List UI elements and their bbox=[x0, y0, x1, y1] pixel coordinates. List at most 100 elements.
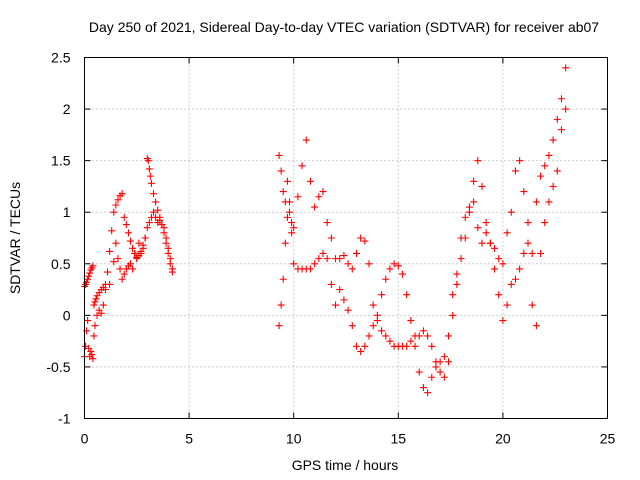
data-point bbox=[511, 167, 519, 175]
data-point bbox=[279, 275, 287, 283]
x-tick-labels: 0 5 10 15 20 25 bbox=[81, 431, 616, 447]
data-point bbox=[373, 317, 381, 325]
data-point bbox=[453, 280, 461, 288]
data-point bbox=[315, 255, 323, 263]
data-point bbox=[133, 255, 141, 263]
data-point bbox=[332, 301, 340, 309]
data-point bbox=[553, 167, 561, 175]
data-point bbox=[319, 188, 327, 196]
x-tick-label: 20 bbox=[495, 431, 511, 447]
x-tick-label: 10 bbox=[286, 431, 302, 447]
y-tick-labels: -1 -0.5 0 0.5 1 1.5 2 2.5 bbox=[46, 50, 70, 427]
data-point bbox=[511, 275, 519, 283]
data-point bbox=[156, 216, 164, 224]
data-point bbox=[141, 234, 149, 242]
data-point bbox=[436, 368, 444, 376]
data-point bbox=[162, 234, 170, 242]
data-point bbox=[275, 151, 283, 159]
data-point bbox=[541, 219, 549, 227]
y-tick-label: 2.5 bbox=[51, 50, 71, 66]
data-point bbox=[114, 255, 122, 263]
data-point bbox=[288, 229, 296, 237]
data-point bbox=[453, 270, 461, 278]
data-point bbox=[152, 213, 160, 221]
data-point bbox=[357, 347, 365, 355]
data-point bbox=[127, 260, 135, 268]
data-point bbox=[394, 262, 402, 270]
data-point bbox=[283, 213, 291, 221]
data-point bbox=[562, 64, 570, 72]
data-point bbox=[118, 275, 126, 283]
data-point bbox=[482, 219, 490, 227]
data-point bbox=[84, 275, 92, 283]
data-point bbox=[106, 247, 114, 255]
data-point bbox=[524, 219, 532, 227]
data-point bbox=[323, 219, 331, 227]
data-point bbox=[99, 301, 107, 309]
data-point bbox=[85, 272, 93, 280]
data-point bbox=[474, 157, 482, 165]
y-tick-label: 1 bbox=[63, 204, 71, 220]
data-point bbox=[139, 244, 147, 252]
data-point bbox=[457, 255, 465, 263]
data-point bbox=[461, 213, 469, 221]
data-point bbox=[283, 177, 291, 185]
data-point bbox=[520, 188, 528, 196]
data-point bbox=[545, 198, 553, 206]
data-point bbox=[166, 255, 174, 263]
data-point bbox=[424, 389, 432, 397]
data-points bbox=[81, 64, 570, 397]
data-point bbox=[491, 244, 499, 252]
data-point bbox=[97, 309, 105, 317]
data-point bbox=[124, 229, 132, 237]
data-point bbox=[457, 234, 465, 242]
data-point bbox=[91, 298, 99, 306]
data-point bbox=[290, 224, 298, 232]
data-point bbox=[118, 190, 126, 198]
data-point bbox=[92, 295, 100, 303]
data-point bbox=[415, 332, 423, 340]
data-point bbox=[286, 208, 294, 216]
data-point bbox=[470, 177, 478, 185]
data-point bbox=[145, 219, 153, 227]
data-point bbox=[474, 224, 482, 232]
data-point bbox=[90, 301, 98, 309]
data-point bbox=[419, 327, 427, 335]
data-point bbox=[323, 255, 331, 263]
data-point bbox=[286, 198, 294, 206]
data-point bbox=[403, 291, 411, 299]
data-point bbox=[150, 190, 158, 198]
data-point bbox=[470, 198, 478, 206]
data-point bbox=[553, 115, 561, 123]
data-point bbox=[150, 208, 158, 216]
data-point bbox=[499, 260, 507, 268]
data-point bbox=[386, 265, 394, 273]
data-point bbox=[89, 262, 97, 270]
data-point bbox=[369, 322, 377, 330]
data-point bbox=[160, 224, 168, 232]
data-point bbox=[311, 260, 319, 268]
data-point bbox=[495, 291, 503, 299]
data-point bbox=[503, 301, 511, 309]
data-point bbox=[84, 317, 92, 325]
data-point bbox=[294, 193, 302, 201]
data-point bbox=[90, 332, 98, 340]
data-point bbox=[532, 198, 540, 206]
data-point bbox=[449, 311, 457, 319]
data-point bbox=[541, 162, 549, 170]
data-point bbox=[499, 317, 507, 325]
data-point bbox=[352, 249, 360, 257]
data-point bbox=[428, 373, 436, 381]
data-point bbox=[122, 221, 130, 229]
data-point bbox=[104, 268, 112, 276]
data-point bbox=[277, 301, 285, 309]
data-point bbox=[146, 172, 154, 180]
data-point bbox=[449, 291, 457, 299]
data-point bbox=[168, 265, 176, 273]
data-series bbox=[275, 105, 570, 376]
data-point bbox=[281, 239, 289, 247]
data-point bbox=[503, 229, 511, 237]
data-point bbox=[288, 219, 296, 227]
data-point bbox=[129, 244, 137, 252]
